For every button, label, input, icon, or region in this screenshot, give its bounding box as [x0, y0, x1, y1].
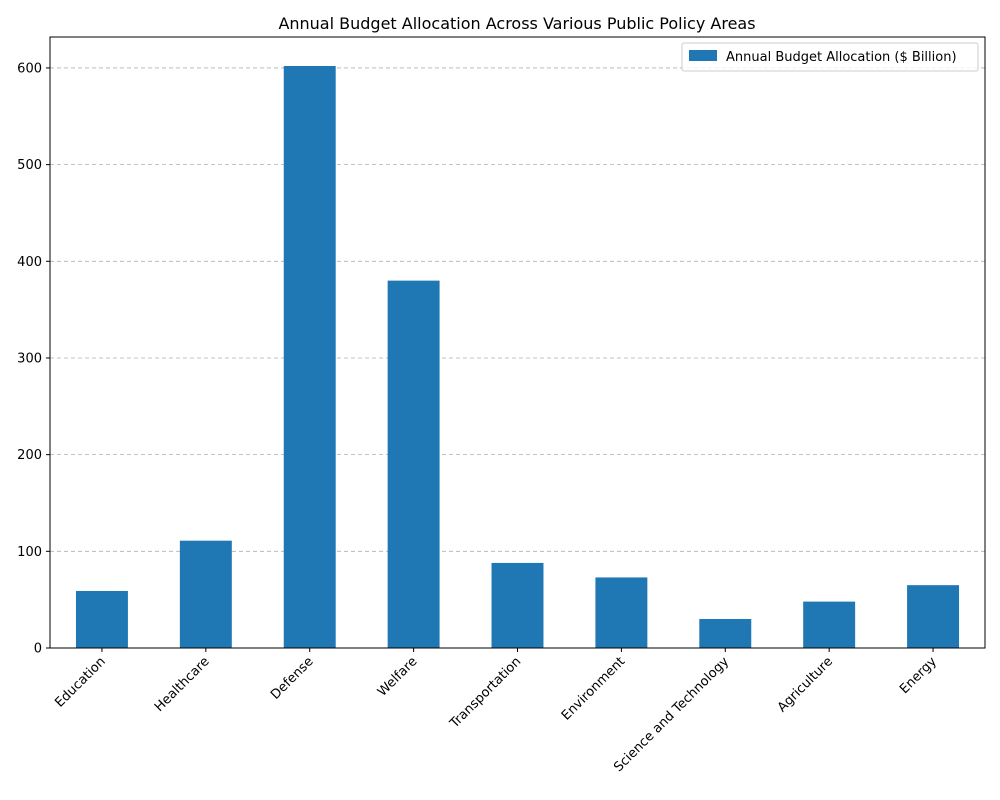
- bar: [179, 540, 232, 648]
- x-tick-label: Science and Technology: [611, 654, 732, 775]
- y-tick-label: 200: [17, 448, 42, 463]
- x-tick-label: Defense: [268, 654, 317, 703]
- bar: [283, 66, 336, 648]
- legend-label: Annual Budget Allocation ($ Billion): [726, 50, 957, 65]
- legend: Annual Budget Allocation ($ Billion): [681, 42, 979, 72]
- bar: [387, 280, 440, 648]
- bar: [595, 577, 648, 648]
- x-tick-label: Education: [52, 654, 108, 710]
- y-tick-label: 500: [17, 158, 42, 173]
- y-tick-label: 0: [34, 642, 42, 657]
- x-tick-label: Agriculture: [775, 654, 836, 715]
- x-tick-label: Environment: [559, 654, 628, 723]
- gridlines: [50, 67, 985, 552]
- bar: [699, 618, 752, 648]
- x-tick-label: Welfare: [375, 654, 420, 699]
- x-tick-label: Healthcare: [152, 654, 213, 715]
- chart-title: Annual Budget Allocation Across Various …: [278, 14, 755, 33]
- bars: [75, 66, 960, 648]
- y-tick-label: 400: [17, 255, 42, 270]
- legend-swatch: [689, 50, 717, 61]
- bar: [491, 562, 544, 648]
- x-tick-label: Transportation: [447, 654, 525, 732]
- y-tick-label: 600: [17, 61, 42, 76]
- x-tick-label: Energy: [897, 654, 940, 697]
- bar: [75, 590, 128, 648]
- y-tick-label: 100: [17, 545, 42, 560]
- x-axis: Education Healthcare Defense Welfare Transpo…: [52, 648, 940, 775]
- y-axis: 0 100 200 300 400 500 600: [17, 61, 50, 657]
- bar: [907, 585, 960, 648]
- y-tick-label: 300: [17, 351, 42, 366]
- legend-box: [681, 42, 979, 72]
- bar: [803, 601, 856, 648]
